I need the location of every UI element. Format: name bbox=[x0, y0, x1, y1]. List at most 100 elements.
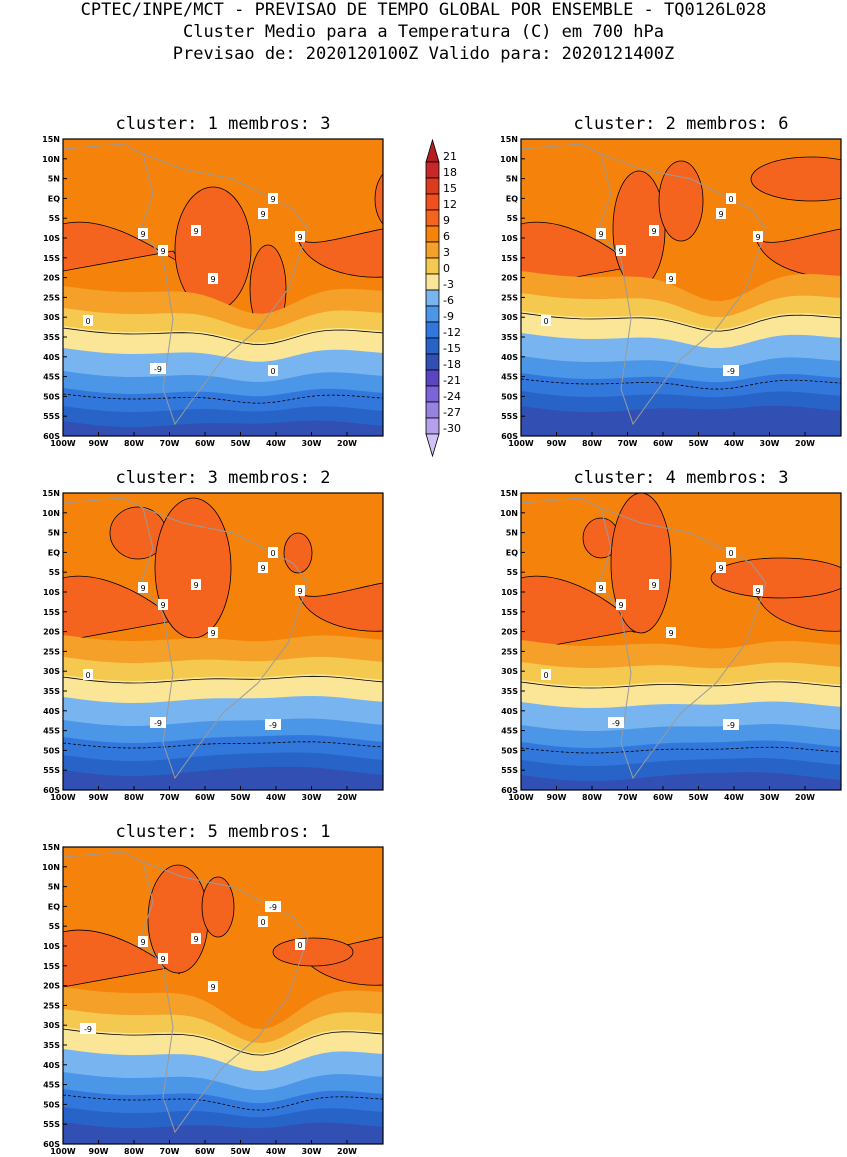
colorbar-segment bbox=[425, 305, 440, 323]
contour-label-bg bbox=[138, 228, 148, 239]
warm-blob bbox=[272, 937, 354, 967]
contour-label-bg bbox=[268, 547, 278, 558]
central-america-outline bbox=[521, 143, 602, 155]
contour-label-bg bbox=[616, 245, 626, 256]
x-tick-label: 50W bbox=[689, 793, 709, 802]
contour-label-bg bbox=[295, 585, 305, 596]
figure-title-line1: CPTEC/INPE/MCT - PREVISAO DE TEMPO GLOBA… bbox=[80, 0, 767, 20]
y-tick-label: 50S bbox=[43, 746, 60, 755]
x-tick-label: 30W bbox=[760, 439, 780, 448]
colorbar-segment bbox=[425, 401, 440, 419]
y-tick-label: 5N bbox=[506, 175, 518, 184]
x-tick-label: 90W bbox=[89, 793, 109, 802]
x-tick-label: 30W bbox=[302, 1147, 322, 1156]
y-tick-label: 5S bbox=[49, 214, 61, 223]
colorbar-level: -6 bbox=[443, 294, 454, 307]
contour-label-bg bbox=[83, 315, 93, 326]
y-tick-label: 5S bbox=[49, 568, 61, 577]
y-tick-label: EQ bbox=[48, 194, 60, 203]
y-tick-label: 15S bbox=[43, 254, 60, 263]
x-tick-label: 80W bbox=[124, 1147, 144, 1156]
contour-0 bbox=[521, 681, 841, 689]
panel-3-title: cluster: 3 membros: 2 bbox=[115, 468, 331, 488]
y-tick-label: 35S bbox=[501, 687, 518, 696]
x-tick-label: 80W bbox=[124, 793, 144, 802]
x-tick-label: 70W bbox=[618, 793, 638, 802]
y-tick-label: 55S bbox=[501, 766, 518, 775]
y-tick-label: 50S bbox=[43, 1100, 60, 1109]
warm-blob bbox=[154, 497, 232, 639]
y-tick-label: 5S bbox=[507, 214, 519, 223]
contour-label-bg bbox=[649, 579, 659, 590]
chart-panel-5: 15N 10N 5N EQ 5S 10S 15S 20S 25S 30S 35S 40S 45S 50S 5… bbox=[42, 843, 384, 1156]
colorbar-level: -27 bbox=[443, 406, 461, 419]
contour-label-bg bbox=[191, 225, 201, 236]
colorbar-segment bbox=[425, 433, 440, 458]
contour-label: -9 bbox=[84, 1025, 92, 1034]
contour-label: 9 bbox=[140, 938, 145, 947]
y-tick-label: 25S bbox=[43, 1001, 60, 1010]
colorbar-level: 9 bbox=[443, 214, 450, 227]
x-tick-label: 90W bbox=[89, 439, 109, 448]
colorbar: 21 18 15 12 9 6 3 0 -3 -6 -9 -12 -15 -18 -21 -24 -27 -30 bbox=[425, 138, 461, 458]
y-tick-label: 60S bbox=[43, 1140, 60, 1149]
warm-blob bbox=[658, 160, 704, 242]
x-tick-label: 50W bbox=[689, 439, 709, 448]
contour-label-bg bbox=[716, 208, 726, 219]
contour-label: 0 bbox=[270, 367, 275, 376]
contour-label-bg bbox=[541, 669, 551, 680]
y-tick-label: 45S bbox=[501, 373, 518, 382]
y-tick-label: 45S bbox=[43, 373, 60, 382]
x-tick-label: 60W bbox=[653, 439, 673, 448]
colorbar-level: -3 bbox=[443, 278, 454, 291]
x-tick-label: 50W bbox=[231, 1147, 251, 1156]
y-tick-label: 35S bbox=[43, 1041, 60, 1050]
chart-panel-4: 15N 10N 5N EQ 5S 10S 15S 20S 25S 30S 35S 40S 45S 50S 5… bbox=[500, 489, 842, 802]
y-tick-label: 15S bbox=[43, 962, 60, 971]
contour-label: 9 bbox=[651, 227, 656, 236]
contour-label-bg bbox=[258, 208, 268, 219]
y-tick-label: 15S bbox=[501, 254, 518, 263]
y-tick-label: 45S bbox=[501, 727, 518, 736]
contour-label-bg bbox=[138, 582, 148, 593]
contour-label: 9 bbox=[210, 275, 215, 284]
y-tick-label: 25S bbox=[43, 647, 60, 656]
x-tick-label: 100W bbox=[50, 1147, 76, 1156]
colorbar-segment bbox=[425, 353, 440, 371]
y-tick-label: 40S bbox=[43, 1061, 60, 1070]
y-tick-label: 15S bbox=[501, 608, 518, 617]
x-tick-label: 100W bbox=[50, 439, 76, 448]
x-tick-label: 30W bbox=[760, 793, 780, 802]
contour-label: -9 bbox=[612, 719, 620, 728]
contour-label: 9 bbox=[755, 587, 760, 596]
y-tick-label: 5S bbox=[49, 922, 61, 931]
contour-label-bg bbox=[138, 936, 148, 947]
chart-panel-1: 15N 10N 5N EQ 5S 10S 15S 20S 25S 30S 35S 40S 45S 50S 5… bbox=[42, 135, 384, 448]
temperature-band bbox=[63, 766, 383, 790]
y-tick-label: 35S bbox=[43, 687, 60, 696]
contour-0 bbox=[63, 675, 383, 684]
contour-label-bg bbox=[83, 669, 93, 680]
south-america-outline bbox=[140, 153, 309, 426]
y-tick-label: 15N bbox=[42, 843, 60, 852]
contour-label-bg bbox=[268, 193, 278, 204]
contour-label-bg bbox=[666, 273, 676, 284]
contour-label: 0 bbox=[543, 317, 548, 326]
colorbar-segment bbox=[425, 177, 440, 195]
colorbar-segment bbox=[425, 273, 440, 291]
contour-label-bg bbox=[80, 1023, 96, 1034]
y-tick-label: 15N bbox=[500, 489, 518, 498]
contour-label: -9 bbox=[269, 903, 277, 912]
contour-label-bg bbox=[158, 245, 168, 256]
warm-blob bbox=[147, 864, 209, 974]
panel-4-title: cluster: 4 membros: 3 bbox=[573, 468, 789, 488]
contour-label: 9 bbox=[618, 247, 623, 256]
warm-blob bbox=[283, 532, 313, 574]
contour-label: -9 bbox=[154, 365, 162, 374]
contour-label: 9 bbox=[755, 233, 760, 242]
y-tick-label: 60S bbox=[43, 432, 60, 441]
x-tick-label: 100W bbox=[508, 793, 534, 802]
y-tick-label: 50S bbox=[43, 392, 60, 401]
south-america-outline bbox=[598, 153, 767, 426]
chart-panel-2: 15N 10N 5N EQ 5S 10S 15S 20S 25S 30S 35S 40S 45S 50S 5… bbox=[500, 135, 842, 448]
